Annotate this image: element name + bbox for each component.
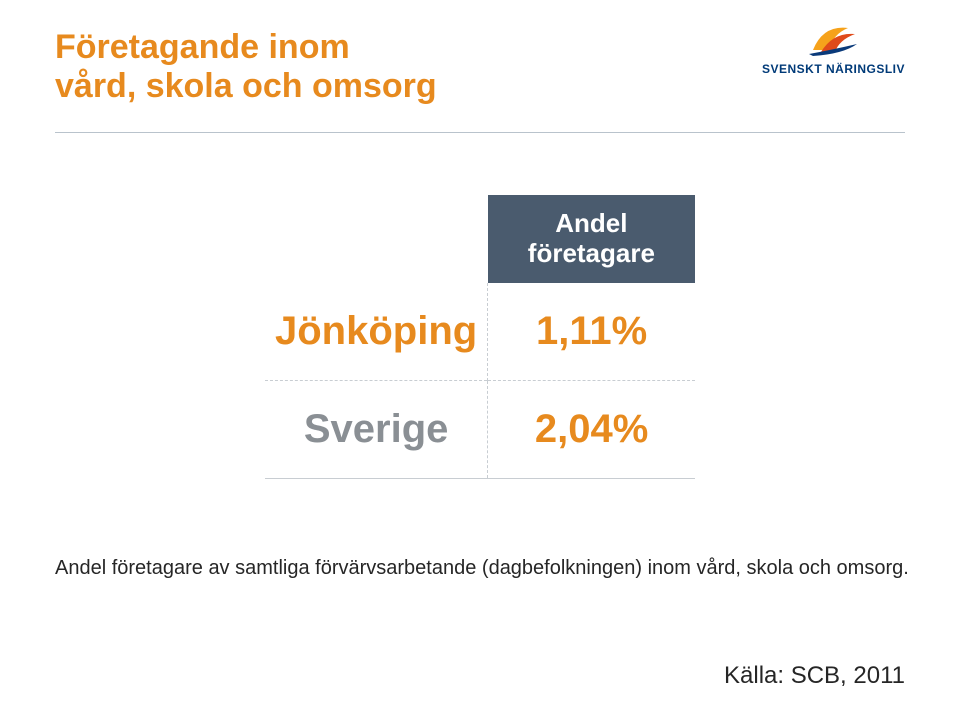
title-line-2: vård, skola och omsorg <box>55 67 437 105</box>
title-line-1: Företagande inom <box>55 28 350 66</box>
row-label: Jönköping <box>265 283 488 381</box>
header-divider <box>55 132 905 133</box>
row-label: Sverige <box>265 380 488 478</box>
table-header-cell: Andel företagare <box>488 195 695 283</box>
brand-logo: SVENSKT NÄRINGSLIV <box>762 20 905 76</box>
row-value: 1,11% <box>488 283 695 381</box>
table-row: Jönköping 1,11% <box>265 283 695 381</box>
footnote: Andel företagare av samtliga förvärvsarb… <box>55 555 909 581</box>
table-row: Sverige 2,04% <box>265 380 695 478</box>
table: Andel företagare Jönköping 1,11% Sverige… <box>265 195 695 479</box>
table-header-text: Andel företagare <box>528 208 655 268</box>
table-header-row: Andel företagare <box>265 195 695 283</box>
slide: Företagande inom vård, skola och omsorg … <box>0 0 960 720</box>
source-citation: Källa: SCB, 2011 <box>724 662 905 690</box>
row-value: 2,04% <box>488 380 695 478</box>
brand-name: SVENSKT NÄRINGSLIV <box>762 62 905 76</box>
table-header-blank <box>265 195 488 283</box>
data-table: Andel företagare Jönköping 1,11% Sverige… <box>265 195 695 479</box>
flame-icon <box>803 20 863 58</box>
